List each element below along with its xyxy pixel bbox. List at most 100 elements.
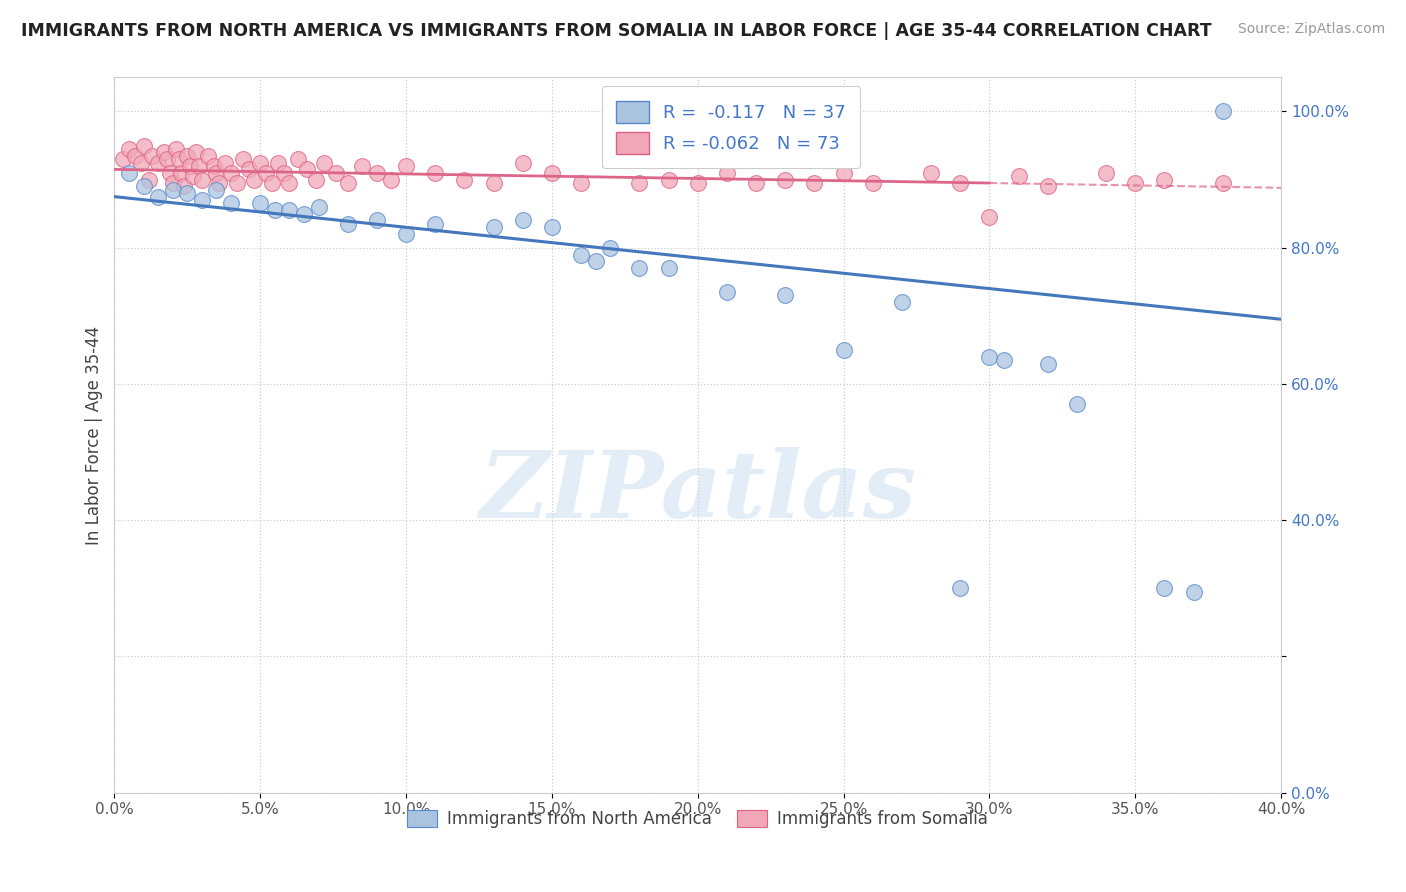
Point: [219, 196, 242, 211]
Point: [219, 166, 242, 180]
Legend: Immigrants from North America, Immigrants from Somalia: Immigrants from North America, Immigrant…: [401, 803, 995, 834]
Point: [159, 166, 181, 180]
Point: [188, 159, 211, 173]
Point: [395, 227, 418, 241]
Point: [775, 288, 797, 302]
Point: [179, 159, 201, 173]
Point: [569, 247, 592, 261]
Point: [425, 166, 447, 180]
Point: [803, 176, 825, 190]
Point: [141, 149, 163, 163]
Point: [232, 152, 254, 166]
Point: [118, 142, 141, 156]
Point: [512, 213, 534, 227]
Point: [173, 179, 195, 194]
Point: [352, 159, 374, 173]
Point: [569, 176, 592, 190]
Point: [716, 166, 738, 180]
Point: [1123, 176, 1146, 190]
Point: [336, 217, 359, 231]
Point: [541, 166, 564, 180]
Point: [118, 166, 141, 180]
Point: [585, 254, 607, 268]
Point: [132, 179, 155, 194]
Point: [658, 172, 681, 186]
Point: [832, 343, 855, 357]
Point: [979, 350, 1001, 364]
Text: Source: ZipAtlas.com: Source: ZipAtlas.com: [1237, 22, 1385, 37]
Point: [862, 176, 884, 190]
Point: [112, 152, 135, 166]
Point: [278, 203, 301, 218]
Point: [249, 196, 271, 211]
Point: [278, 176, 301, 190]
Point: [599, 241, 621, 255]
Point: [1212, 176, 1234, 190]
Point: [658, 261, 681, 276]
Point: [993, 353, 1015, 368]
Point: [167, 152, 190, 166]
Point: [832, 166, 855, 180]
Point: [599, 152, 621, 166]
Point: [226, 176, 249, 190]
Point: [920, 166, 942, 180]
Point: [366, 213, 388, 227]
Point: [425, 217, 447, 231]
Point: [176, 149, 198, 163]
Point: [686, 176, 709, 190]
Point: [146, 155, 169, 169]
Point: [263, 203, 285, 218]
Point: [254, 166, 277, 180]
Point: [184, 145, 207, 160]
Point: [1007, 169, 1029, 184]
Point: [1182, 584, 1205, 599]
Point: [156, 152, 179, 166]
Point: [153, 145, 176, 160]
Point: [1153, 172, 1175, 186]
Point: [1212, 104, 1234, 119]
Point: [165, 142, 187, 156]
Point: [482, 176, 505, 190]
Point: [176, 186, 198, 201]
Point: [325, 166, 347, 180]
Point: [949, 582, 972, 596]
Point: [205, 183, 228, 197]
Point: [138, 172, 160, 186]
Point: [181, 169, 204, 184]
Point: [628, 176, 651, 190]
Point: [482, 220, 505, 235]
Text: IMMIGRANTS FROM NORTH AMERICA VS IMMIGRANTS FROM SOMALIA IN LABOR FORCE | AGE 35: IMMIGRANTS FROM NORTH AMERICA VS IMMIGRA…: [21, 22, 1212, 40]
Point: [745, 176, 768, 190]
Point: [267, 155, 290, 169]
Point: [380, 172, 402, 186]
Point: [238, 162, 260, 177]
Point: [336, 176, 359, 190]
Point: [979, 210, 1001, 224]
Point: [197, 149, 219, 163]
Point: [292, 207, 315, 221]
Point: [314, 155, 336, 169]
Point: [628, 261, 651, 276]
Point: [146, 189, 169, 203]
Point: [453, 172, 475, 186]
Point: [129, 155, 152, 169]
Point: [541, 220, 564, 235]
Point: [191, 193, 214, 207]
Point: [162, 183, 184, 197]
Point: [214, 155, 236, 169]
Y-axis label: In Labor Force | Age 35-44: In Labor Force | Age 35-44: [86, 326, 103, 545]
Point: [366, 166, 388, 180]
Point: [191, 172, 214, 186]
Text: ZIPatlas: ZIPatlas: [479, 447, 917, 537]
Point: [308, 200, 330, 214]
Point: [162, 176, 184, 190]
Point: [1066, 397, 1088, 411]
Point: [305, 172, 328, 186]
Point: [243, 172, 266, 186]
Point: [170, 166, 193, 180]
Point: [1095, 166, 1118, 180]
Point: [512, 155, 534, 169]
Point: [1153, 582, 1175, 596]
Point: [208, 176, 231, 190]
Point: [273, 166, 295, 180]
